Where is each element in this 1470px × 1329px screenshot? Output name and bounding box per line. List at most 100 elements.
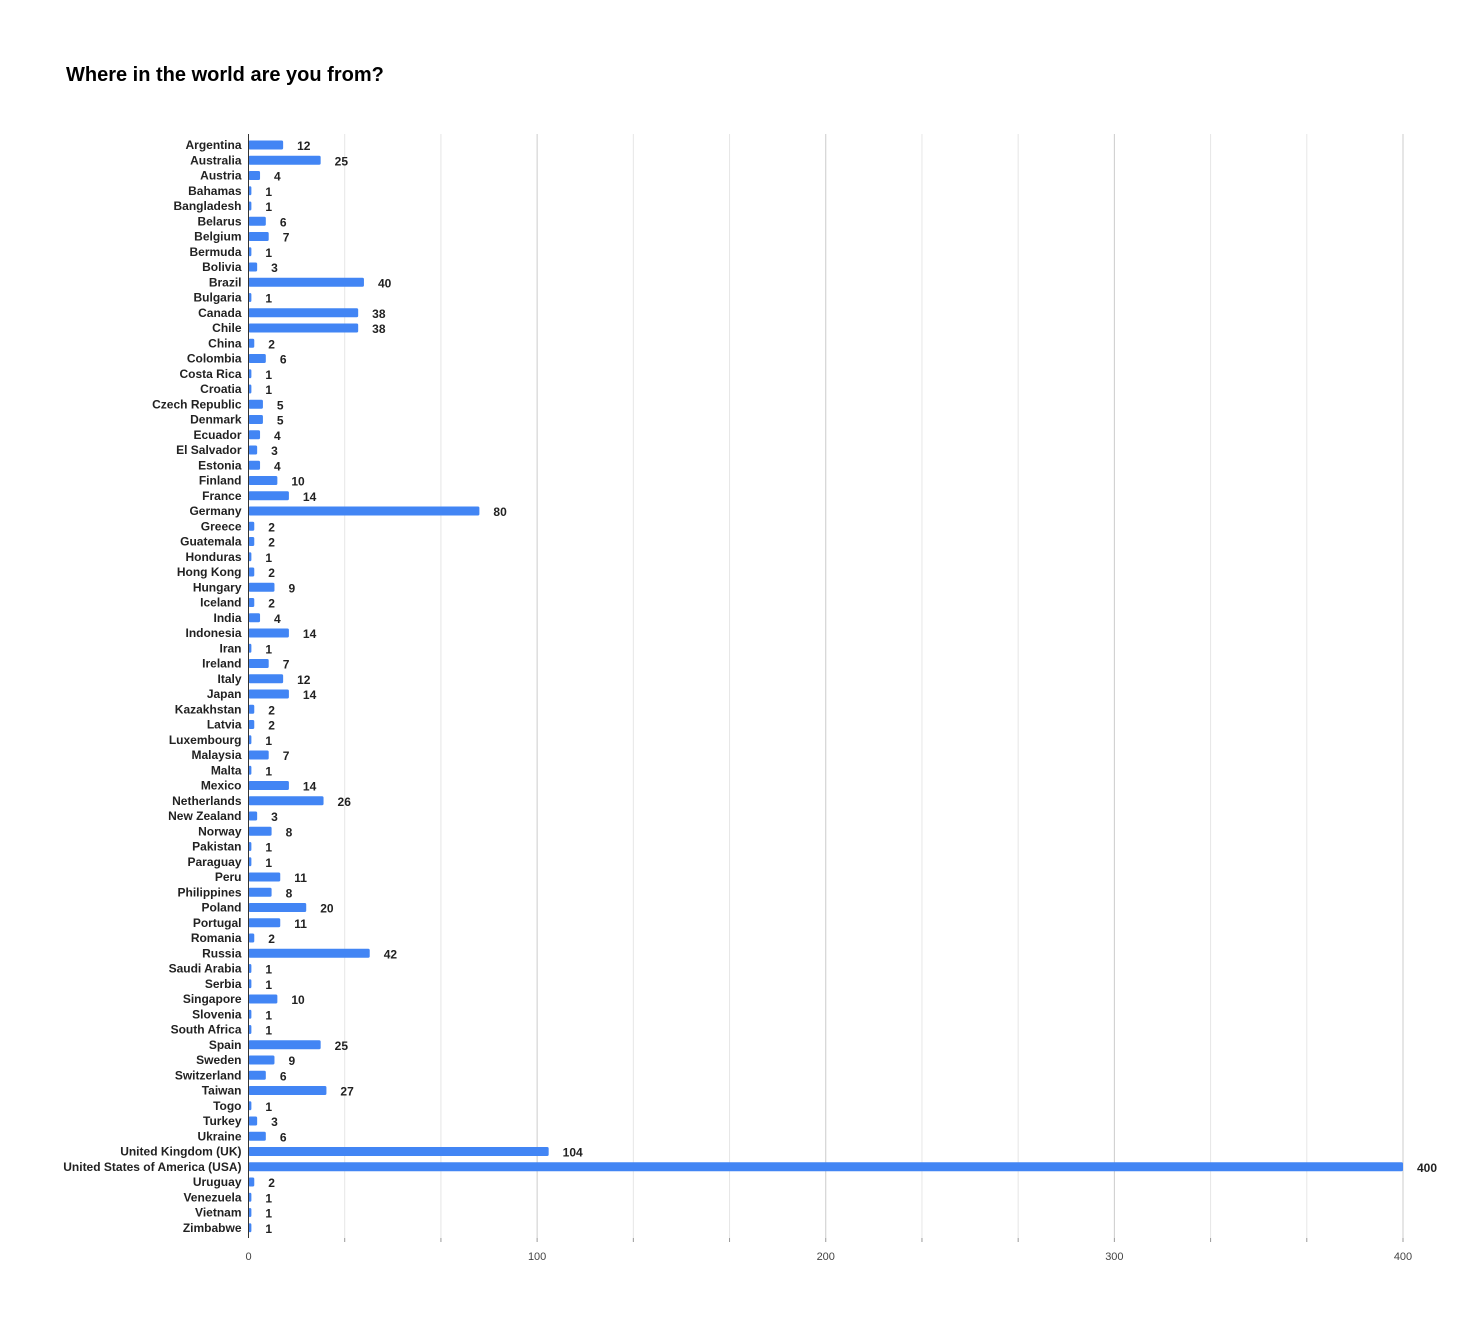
bar-india [248, 613, 261, 623]
bar-united-states-of-america-usa [248, 1162, 1403, 1172]
bar-venezuela [248, 1192, 252, 1202]
category-label: Finland [199, 474, 242, 488]
value-label: 11 [294, 917, 307, 931]
category-label: Pakistan [192, 840, 241, 854]
value-label: 6 [280, 353, 287, 367]
category-label: Belarus [197, 214, 241, 228]
value-label: 27 [340, 1085, 354, 1099]
category-label: Singapore [183, 992, 242, 1006]
bar-hungary [248, 582, 275, 592]
value-label: 2 [268, 719, 275, 733]
bar-malaysia [248, 750, 269, 760]
value-label: 3 [271, 261, 278, 275]
value-label: 38 [372, 322, 386, 336]
bar-singapore [248, 994, 278, 1004]
x-tick-label: 0 [245, 1251, 251, 1263]
value-label: 14 [303, 627, 317, 641]
bar-poland [248, 903, 307, 912]
value-label: 2 [268, 703, 275, 717]
bar-iceland [248, 598, 255, 607]
value-label: 3 [271, 444, 278, 458]
category-label: Philippines [177, 885, 241, 899]
value-label: 12 [297, 673, 311, 687]
category-label: Belgium [194, 230, 241, 244]
value-label: 1 [265, 1207, 272, 1221]
category-label: Canada [198, 306, 242, 320]
bar-brazil [248, 277, 364, 287]
value-label: 26 [338, 795, 352, 809]
category-label: Malaysia [191, 748, 241, 762]
value-label: 5 [277, 414, 284, 428]
bar-honduras [248, 552, 252, 562]
category-label: Luxembourg [169, 733, 242, 747]
category-label: Poland [201, 901, 241, 915]
value-label: 40 [378, 276, 392, 290]
bar-bolivia [248, 262, 258, 272]
value-label: 5 [277, 398, 284, 412]
category-label: Ecuador [193, 428, 241, 442]
bar-ecuador [248, 430, 261, 440]
value-label: 8 [286, 886, 293, 900]
category-label: Saudi Arabia [169, 962, 242, 976]
bar-estonia [248, 460, 261, 470]
bar-turkey [248, 1116, 258, 1126]
bar-ukraine [248, 1131, 266, 1141]
category-label: Norway [198, 824, 242, 838]
bar-latvia [248, 720, 255, 729]
category-label: Australia [190, 153, 242, 167]
category-label: Indonesia [185, 626, 241, 640]
category-label: Latvia [207, 718, 242, 732]
value-label: 10 [291, 475, 305, 489]
bar-hong-kong [248, 567, 255, 577]
bar-serbia [248, 979, 252, 989]
value-labels: 1225411671340138382611554341014802212924… [265, 139, 1437, 1236]
value-label: 1 [265, 1222, 272, 1236]
category-label: Portugal [193, 916, 242, 930]
value-label: 2 [268, 520, 275, 534]
category-label: Bahamas [188, 184, 242, 198]
value-label: 1 [265, 246, 272, 260]
category-label: El Salvador [176, 443, 242, 457]
value-label: 4 [274, 459, 281, 473]
bar-china [248, 338, 255, 348]
value-label: 38 [372, 307, 386, 321]
bar-luxembourg [248, 735, 252, 745]
value-label: 1 [265, 1100, 272, 1114]
bar-bulgaria [248, 293, 252, 302]
category-label: Romania [191, 931, 242, 945]
bar-austria [248, 171, 261, 180]
value-label: 14 [303, 490, 317, 504]
category-label: United States of America (USA) [63, 1160, 241, 1174]
bar-togo [248, 1101, 252, 1111]
category-label: Serbia [205, 977, 242, 991]
value-label: 4 [274, 429, 281, 443]
bar-philippines [248, 887, 272, 897]
bar-indonesia [248, 628, 289, 638]
value-label: 11 [294, 871, 307, 885]
category-label: Croatia [200, 382, 242, 396]
bar-switzerland [248, 1070, 266, 1080]
category-label: Togo [213, 1099, 241, 1113]
bar-portugal [248, 918, 281, 928]
value-label: 80 [493, 505, 507, 519]
value-label: 8 [286, 825, 293, 839]
bar-russia [248, 948, 370, 958]
category-label: Netherlands [172, 794, 242, 808]
category-label: China [208, 336, 242, 350]
value-label: 3 [271, 1115, 278, 1129]
value-label: 1 [265, 963, 272, 977]
category-label: Malta [211, 763, 242, 777]
category-label: South Africa [171, 1023, 242, 1037]
category-label: Ukraine [197, 1129, 241, 1143]
value-label: 1 [265, 841, 272, 855]
value-label: 2 [268, 597, 275, 611]
bar-taiwan [248, 1086, 327, 1095]
category-label: Bermuda [189, 245, 241, 259]
value-label: 1 [265, 368, 272, 382]
value-label: 1 [265, 734, 272, 748]
category-label: Paraguay [187, 855, 241, 869]
category-label: Hong Kong [177, 565, 242, 579]
category-label: Italy [217, 672, 241, 686]
bar-chile [248, 323, 359, 333]
